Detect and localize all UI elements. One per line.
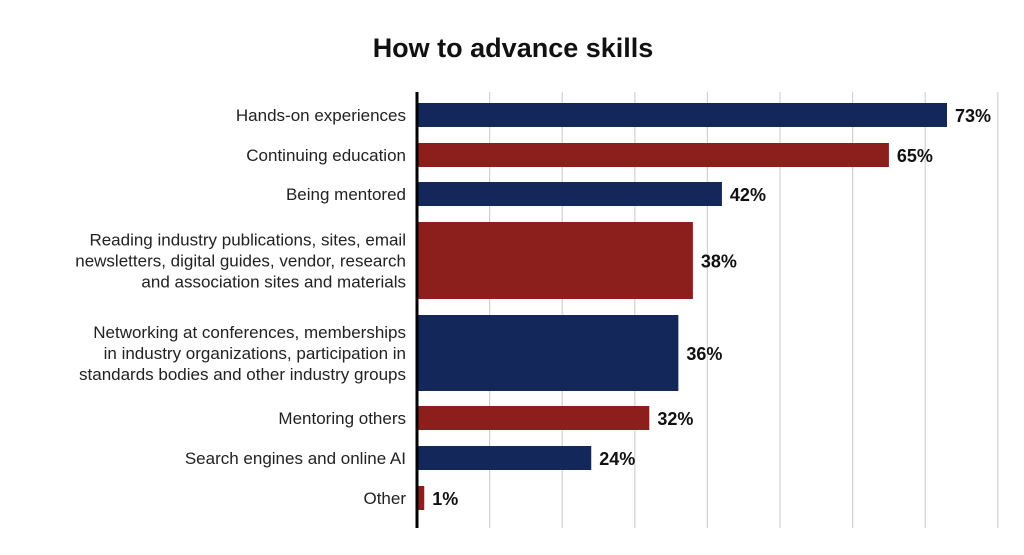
bar [417,103,947,127]
bar [417,315,679,391]
category-label: Reading industry publications, sites, em… [75,231,406,292]
bar [417,182,722,206]
value-label: 1% [432,489,458,509]
value-label: 42% [730,185,766,205]
value-label: 36% [686,344,722,364]
category-label: Other [363,489,406,508]
value-label: 24% [599,449,635,469]
category-label: Networking at conferences, memberships in… [79,323,406,384]
value-label: 73% [955,106,991,126]
value-label: 38% [701,252,737,272]
category-label: Search engines and online AI [185,449,406,468]
bar [417,446,592,470]
chart-title: How to advance skills [373,33,654,63]
category-labels: Hands-on experiences Continuing education… [75,106,406,508]
bar [417,406,650,430]
category-label: Being mentored [286,185,406,204]
bars [417,103,947,510]
value-labels: 73% 65% 42% 38% 36% 32% 24% 1% [432,106,991,509]
category-label: Hands-on experiences [236,106,406,125]
bar [417,143,889,167]
category-label: Continuing education [246,146,406,165]
bar [417,222,693,299]
value-label: 32% [657,409,693,429]
category-label: Mentoring others [278,409,406,428]
bar [417,486,425,510]
value-label: 65% [897,146,933,166]
